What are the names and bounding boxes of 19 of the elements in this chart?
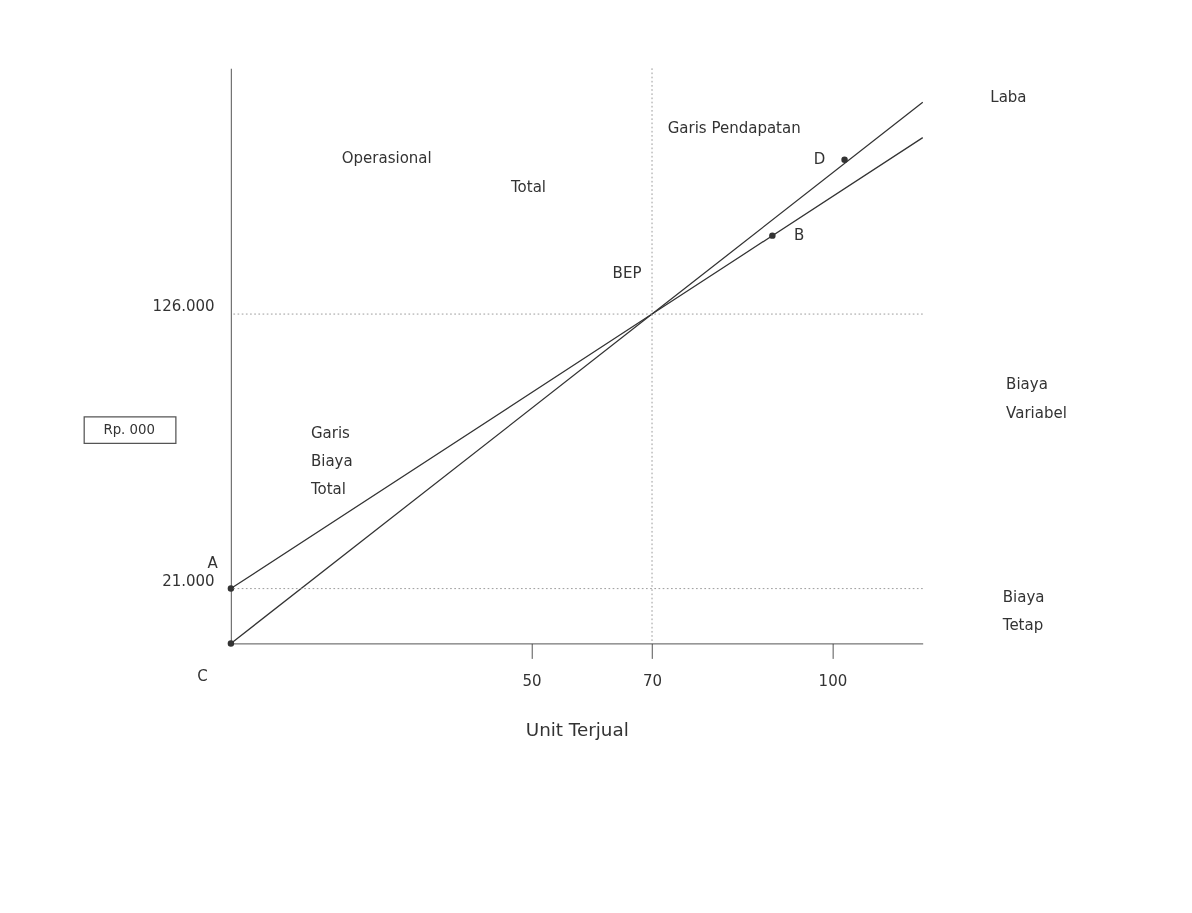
y-tick-label: 21.000 [162,571,215,590]
annotation: Operasional [341,148,432,167]
annotation: Garis Biaya Total [309,423,353,499]
x-tick-label: 50 [522,671,542,690]
annotation: BEP [612,264,642,283]
text: Biaya Variabel [1006,375,1067,422]
text: Biaya Tetap [1001,587,1045,635]
x-tick-label: 70 [642,671,662,690]
annotation: Garis Pendapatan [667,119,801,138]
y-tick-label: 126.000 [152,297,215,316]
annotation: C [197,666,208,685]
y-axis-title: Rp. 000 [103,422,156,438]
annotation: A [207,553,219,572]
annotation: D [813,149,826,168]
annotation: Total [509,177,547,196]
x-tick-label: 100 [818,671,848,690]
text: Laba [990,87,1027,106]
annotation: B [793,225,805,244]
x-axis-title: Unit Terjual [525,719,629,741]
